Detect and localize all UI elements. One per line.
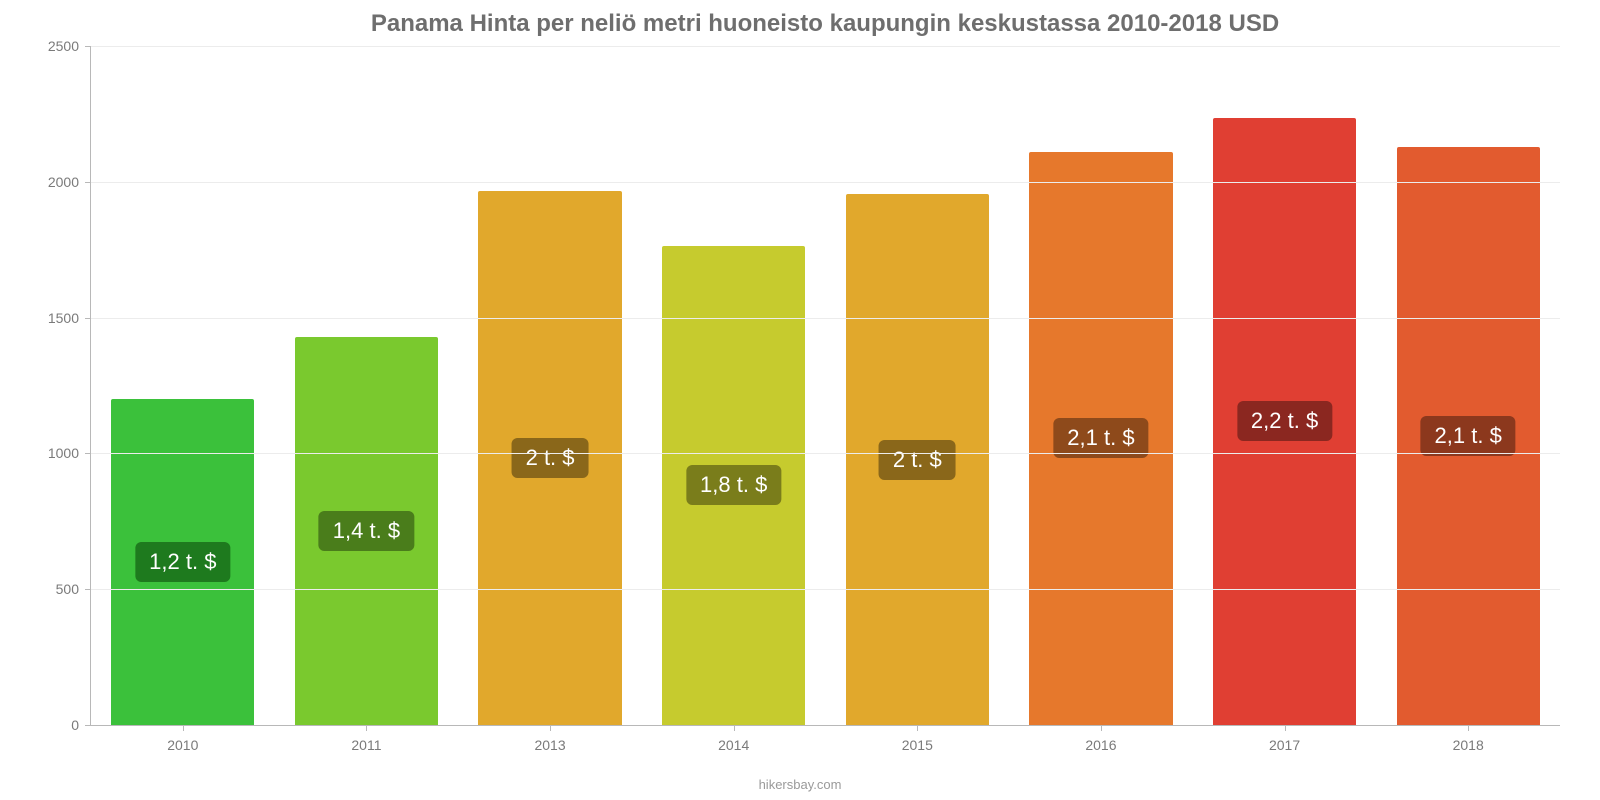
gridline: [91, 589, 1560, 590]
bar: 1,4 t. $: [295, 337, 438, 725]
bar-slot: 2,2 t. $2017: [1193, 46, 1377, 725]
x-axis-label: 2018: [1453, 725, 1484, 753]
bar-slot: 1,8 t. $2014: [642, 46, 826, 725]
value-badge: 2,2 t. $: [1237, 401, 1332, 441]
plot-area: 1,2 t. $20101,4 t. $20112 t. $20131,8 t.…: [90, 46, 1560, 726]
bar-slot: 2 t. $2013: [458, 46, 642, 725]
value-badge: 1,4 t. $: [319, 511, 414, 551]
bar-slot: 2 t. $2015: [826, 46, 1010, 725]
x-axis-label: 2015: [902, 725, 933, 753]
gridline: [91, 182, 1560, 183]
gridline: [91, 453, 1560, 454]
chart-title: Panama Hinta per neliö metri huoneisto k…: [90, 10, 1560, 38]
x-axis-label: 2013: [534, 725, 565, 753]
gridline: [91, 318, 1560, 319]
y-axis-label: 500: [56, 581, 91, 597]
gridline: [91, 46, 1560, 47]
y-axis-label: 0: [71, 717, 91, 733]
bar: 2,1 t. $: [1029, 152, 1172, 725]
bar: 2 t. $: [478, 191, 621, 725]
bars-layer: 1,2 t. $20101,4 t. $20112 t. $20131,8 t.…: [91, 46, 1560, 725]
bar-slot: 2,1 t. $2016: [1009, 46, 1193, 725]
y-axis-label: 1000: [48, 445, 91, 461]
x-axis-label: 2016: [1085, 725, 1116, 753]
bar-slot: 1,2 t. $2010: [91, 46, 275, 725]
y-axis-label: 1500: [48, 310, 91, 326]
value-badge: 2,1 t. $: [1421, 416, 1516, 456]
chart-source: hikersbay.com: [0, 777, 1600, 792]
y-axis-label: 2000: [48, 174, 91, 190]
bar-slot: 1,4 t. $2011: [275, 46, 459, 725]
bar: 2 t. $: [846, 194, 989, 725]
bar: 2,2 t. $: [1213, 118, 1356, 725]
value-badge: 1,2 t. $: [135, 542, 230, 582]
y-axis-label: 2500: [48, 38, 91, 54]
chart-container: Panama Hinta per neliö metri huoneisto k…: [0, 0, 1600, 800]
x-axis-label: 2010: [167, 725, 198, 753]
x-axis-label: 2011: [351, 725, 381, 753]
value-badge: 2 t. $: [512, 438, 589, 478]
x-axis-label: 2017: [1269, 725, 1300, 753]
x-axis-label: 2014: [718, 725, 749, 753]
bar: 1,2 t. $: [111, 399, 254, 725]
value-badge: 1,8 t. $: [686, 465, 781, 505]
bar-slot: 2,1 t. $2018: [1376, 46, 1560, 725]
value-badge: 2 t. $: [879, 440, 956, 480]
bar: 2,1 t. $: [1397, 147, 1540, 726]
